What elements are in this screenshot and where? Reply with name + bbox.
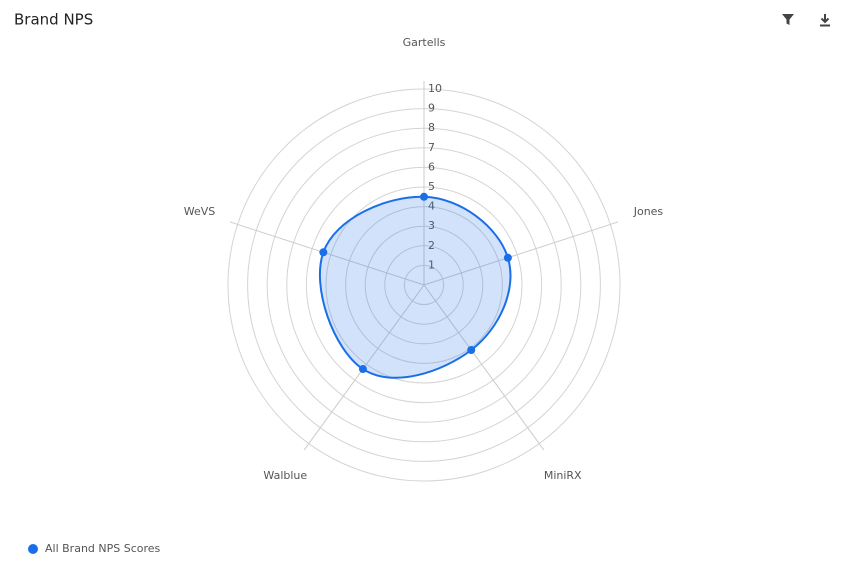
axis-line (423, 284, 545, 451)
category-label: Walblue (263, 469, 307, 482)
data-point (358, 365, 367, 374)
data-point (503, 253, 512, 262)
r-tick-label: 9 (428, 102, 435, 115)
filter-button[interactable] (782, 14, 794, 25)
download-button[interactable] (820, 14, 830, 27)
filter-icon (782, 14, 794, 25)
category-label: MiniRX (544, 469, 582, 482)
category-label: Gartells (403, 36, 446, 49)
r-tick-label: 7 (428, 141, 435, 154)
series-area (318, 195, 512, 379)
download-icon (820, 14, 830, 27)
r-tick-label: 1 (428, 258, 435, 271)
chart-title: Brand NPS (14, 11, 93, 29)
category-label: WeVS (184, 205, 216, 218)
r-tick-label: 3 (428, 219, 435, 232)
r-tick-label: 5 (428, 180, 435, 193)
data-point (467, 346, 476, 355)
axis-line (423, 221, 619, 286)
data-point (420, 192, 428, 201)
r-tick-label: 10 (428, 82, 442, 95)
r-tick-label: 6 (428, 160, 435, 173)
r-tick-label: 4 (428, 200, 435, 213)
data-point (319, 248, 328, 257)
r-tick-label: 8 (428, 121, 435, 134)
category-label: Jones (633, 205, 664, 218)
legend-label: All Brand NPS Scores (45, 542, 161, 555)
legend-swatch (28, 544, 38, 554)
r-tick-label: 2 (428, 239, 435, 252)
